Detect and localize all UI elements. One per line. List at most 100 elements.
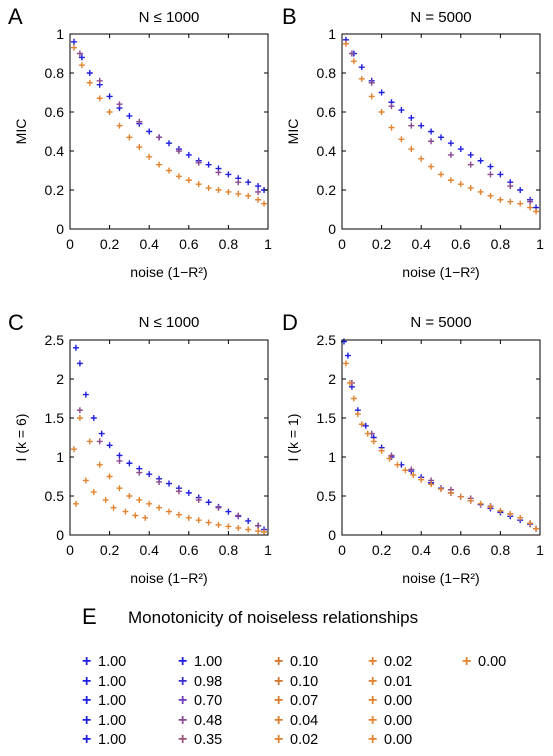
point-b-s2-7 bbox=[408, 146, 415, 153]
legend-marker-icon: + bbox=[274, 711, 284, 729]
point-b-s2-16 bbox=[497, 196, 504, 203]
plots-layer: 0 0.2 0.4 0.6 0.8 1 0 0.2 0.4 0.6 0.8 1 noise (1−R²)… bbox=[13, 26, 544, 586]
point-c-s0-4 bbox=[98, 430, 105, 437]
legend-item-label: 1.00 bbox=[98, 673, 127, 690]
point-c-s0-9 bbox=[146, 471, 153, 478]
y-tick-label-c-3: 1.5 bbox=[45, 410, 65, 426]
point-b-s0-8 bbox=[418, 122, 425, 129]
legend-marker-icon: + bbox=[82, 731, 92, 748]
point-d-s2-18 bbox=[477, 500, 484, 507]
point-b-s1-1 bbox=[368, 79, 375, 86]
legend-marker-icon: + bbox=[368, 653, 378, 670]
point-d-s2-19 bbox=[487, 503, 494, 510]
point-a-s0-14 bbox=[205, 161, 212, 168]
y-tick-label-c-0: 0 bbox=[56, 527, 64, 543]
point-c-s0-3 bbox=[90, 415, 97, 421]
point-a-s2-18 bbox=[245, 192, 252, 199]
x-tick-label-b-3: 0.6 bbox=[451, 236, 471, 252]
y-tick-label-c-4: 2 bbox=[56, 371, 64, 387]
y-tick-label-a-2: 0.4 bbox=[45, 143, 65, 159]
point-b-s2-3 bbox=[368, 93, 375, 100]
point-c-s2-8 bbox=[106, 473, 113, 480]
point-a-s0-1 bbox=[78, 54, 85, 61]
legend-item: +0.10 bbox=[274, 652, 318, 672]
legend-marker-icon: + bbox=[274, 653, 284, 670]
y-axis-label-a: MIC bbox=[13, 119, 29, 145]
legend-marker-icon: + bbox=[368, 692, 378, 709]
axes-frame-c bbox=[69, 339, 269, 536]
y-tick-label-a-4: 0.8 bbox=[45, 65, 65, 81]
point-b-s2-15 bbox=[487, 192, 494, 199]
x-tick-label-a-5: 1 bbox=[264, 236, 272, 252]
point-c-s0-2 bbox=[82, 391, 89, 398]
legend-column-2: +1.00 +0.98 +0.70 +0.48 +0.35 bbox=[178, 652, 222, 750]
point-c-s0-13 bbox=[185, 489, 192, 496]
x-tick-label-d-0: 0 bbox=[338, 542, 346, 558]
legend-item: +1.00 bbox=[82, 691, 126, 711]
plot-c: 0 0.2 0.4 0.6 0.8 1 0 0.5 1 1.5 2 2.5 noise (1−R²) I … bbox=[13, 332, 272, 586]
point-a-s1-5 bbox=[175, 148, 182, 154]
point-c-s2-6 bbox=[96, 461, 103, 468]
legend-item: +0.98 bbox=[178, 672, 222, 692]
legend-marker-icon: + bbox=[368, 672, 378, 690]
x-axis-label-c: noise (1−R²) bbox=[130, 570, 207, 586]
point-a-s2-15 bbox=[215, 187, 222, 193]
point-c-s2-12 bbox=[126, 493, 133, 499]
point-a-s2-17 bbox=[235, 190, 242, 197]
legend-item-label: 0.10 bbox=[290, 654, 319, 670]
point-a-s1-7 bbox=[215, 169, 222, 176]
point-c-s2-21 bbox=[195, 517, 202, 524]
point-c-s2-13 bbox=[132, 512, 139, 519]
point-a-s0-12 bbox=[185, 151, 192, 158]
legend-marker-icon: + bbox=[368, 711, 378, 729]
panel-title-b: N = 5000 bbox=[410, 9, 471, 26]
x-tick-label-d-3: 0.6 bbox=[451, 542, 471, 558]
point-a-s2-14 bbox=[205, 185, 212, 192]
legend-item: +0.00 bbox=[368, 691, 412, 711]
point-a-s1-1 bbox=[96, 77, 103, 84]
legend-column-4: +0.02 +0.01 +0.00 +0.00 +0.00 bbox=[368, 652, 412, 750]
point-c-s2-17 bbox=[156, 504, 163, 511]
x-tick-label-c-3: 0.6 bbox=[179, 542, 199, 558]
point-c-s1-9 bbox=[255, 522, 262, 529]
point-a-s0-0 bbox=[70, 38, 77, 45]
legend-item: +0.01 bbox=[368, 672, 412, 692]
point-c-s0-6 bbox=[116, 452, 123, 459]
legend-item: +0.10 bbox=[274, 672, 318, 692]
point-c-s2-11 bbox=[122, 508, 129, 515]
point-d-s2-16 bbox=[457, 493, 464, 500]
x-tick-label-a-0: 0 bbox=[66, 236, 74, 252]
point-c-s2-16 bbox=[146, 500, 153, 507]
legend-marker-icon: + bbox=[274, 731, 284, 748]
legend-item-label: 0.04 bbox=[290, 712, 319, 729]
point-c-s2-19 bbox=[175, 511, 182, 518]
panel-letter-b: B bbox=[282, 4, 297, 29]
panel-title-a: N ≤ 1000 bbox=[139, 9, 200, 26]
point-c-s1-0 bbox=[76, 407, 83, 414]
point-c-s2-22 bbox=[205, 519, 212, 526]
point-a-s0-8 bbox=[146, 128, 153, 135]
legend-item: +0.02 bbox=[368, 652, 412, 672]
panel-title-d: N = 5000 bbox=[410, 314, 471, 331]
point-c-s0-15 bbox=[205, 499, 212, 506]
point-b-s1-5 bbox=[447, 151, 454, 158]
panel-letter-a: A bbox=[8, 4, 23, 29]
point-c-s0-17 bbox=[225, 508, 232, 515]
point-a-s2-9 bbox=[156, 161, 163, 168]
point-c-s2-15 bbox=[142, 514, 149, 521]
point-b-s0-14 bbox=[477, 157, 484, 164]
axes-frame-b bbox=[341, 33, 541, 230]
point-c-s2-23 bbox=[215, 521, 222, 528]
legend-marker-icon: + bbox=[274, 672, 284, 690]
y-tick-label-c-1: 0.5 bbox=[45, 488, 65, 504]
point-b-s2-17 bbox=[507, 198, 514, 205]
legend-title: Monotonicity of noiseless relationships bbox=[128, 608, 419, 627]
legend-item-label: 0.35 bbox=[194, 732, 223, 748]
panel-letter-c: C bbox=[8, 310, 24, 335]
legend-item-label: 0.01 bbox=[384, 673, 413, 690]
panel-c: C N ≤ 1000 bbox=[8, 310, 199, 335]
point-c-s1-3 bbox=[136, 469, 143, 476]
legend-item: +0.00 bbox=[368, 711, 412, 731]
point-b-s0-18 bbox=[517, 187, 524, 193]
point-a-s1-2 bbox=[116, 101, 123, 108]
